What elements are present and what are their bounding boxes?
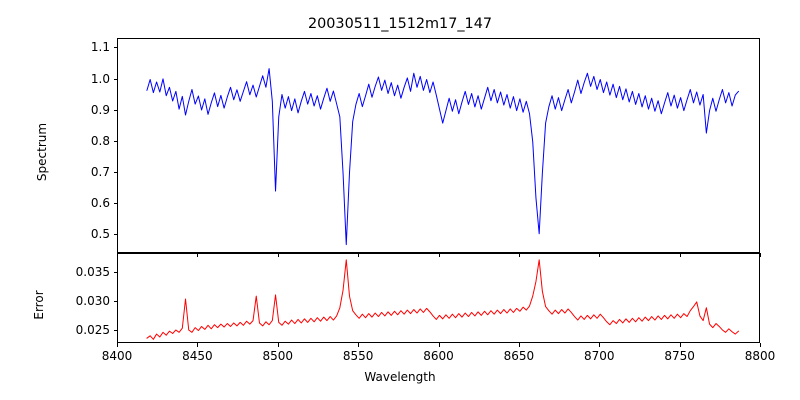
error-y-tickmark bbox=[113, 330, 117, 332]
spectrum-x-tickmark bbox=[438, 253, 440, 257]
error-x-tickmark bbox=[358, 343, 360, 347]
spectrum-y-tick-label: 0.8 bbox=[90, 133, 110, 148]
spectrum-y-tickmark bbox=[113, 171, 117, 173]
error-y-tick-label: 0.030 bbox=[75, 293, 110, 308]
spectrum-axes bbox=[117, 38, 760, 253]
spectrum-y-axis-label: Spectrum bbox=[35, 122, 49, 182]
figure-title: 20030511_1512m17_147 bbox=[307, 16, 493, 32]
error-y-axis-label: Error bbox=[32, 290, 46, 320]
error-y-tickmark bbox=[113, 271, 117, 273]
spectrum-x-tickmark bbox=[197, 253, 199, 257]
error-x-tickmark bbox=[760, 343, 761, 347]
spectrum-x-tickmark bbox=[277, 253, 279, 257]
error-plot-area bbox=[146, 259, 739, 340]
error-x-tick-label: 8500 bbox=[262, 349, 294, 363]
error-x-tick-label: 8700 bbox=[583, 349, 615, 363]
spectrum-y-tickmark bbox=[113, 78, 117, 80]
error-y-tickmark bbox=[113, 300, 117, 302]
x-axis-label: Wavelength bbox=[364, 370, 436, 384]
spectrum-x-tickmark bbox=[358, 253, 360, 257]
spectrum-x-tickmark bbox=[117, 253, 118, 257]
spectrum-y-tick-label: 1.1 bbox=[90, 40, 110, 55]
spectrum-y-tick-label: 0.5 bbox=[90, 227, 110, 242]
spectrum-plot-area bbox=[146, 68, 739, 246]
spectrum-y-tickmark bbox=[113, 203, 117, 205]
error-x-tick-label: 8600 bbox=[423, 349, 454, 363]
spectrum-y-tick-label: 0.7 bbox=[90, 164, 110, 179]
spectrum-y-tickmark bbox=[113, 109, 117, 111]
spectrum-data-line bbox=[146, 68, 739, 246]
error-axes bbox=[117, 253, 760, 343]
error-x-tick-label: 8650 bbox=[503, 349, 535, 363]
error-x-tick-label: 8400 bbox=[101, 349, 133, 363]
spectrum-y-tickmark bbox=[113, 47, 117, 49]
error-x-tickmark bbox=[599, 343, 601, 347]
error-y-tick-label: 0.035 bbox=[75, 264, 110, 279]
spectrum-x-tickmark bbox=[760, 253, 761, 257]
error-x-tickmark bbox=[277, 343, 279, 347]
error-x-tickmark bbox=[679, 343, 681, 347]
spectrum-x-tickmark bbox=[518, 253, 520, 257]
error-x-tick-label: 8450 bbox=[182, 349, 213, 363]
spectrum-y-tick-label: 0.6 bbox=[90, 196, 110, 211]
error-x-tickmark bbox=[518, 343, 520, 347]
spectrum-y-tickmark bbox=[113, 140, 117, 142]
error-x-tick-label: 8800 bbox=[744, 349, 776, 363]
spectrum-y-tick-label: 1.0 bbox=[90, 71, 110, 86]
error-x-tickmark bbox=[438, 343, 440, 347]
error-x-tickmark bbox=[117, 343, 118, 347]
error-x-tick-label: 8550 bbox=[342, 349, 374, 363]
spectrum-y-tick-label: 0.9 bbox=[90, 102, 110, 117]
error-data-line bbox=[146, 259, 739, 340]
error-x-tickmark bbox=[197, 343, 199, 347]
spectrum-y-tickmark bbox=[113, 234, 117, 236]
spectrum-x-tickmark bbox=[599, 253, 601, 257]
error-y-tick-label: 0.025 bbox=[75, 323, 110, 338]
spectrum-x-tickmark bbox=[679, 253, 681, 257]
error-x-tick-label: 8750 bbox=[664, 349, 695, 363]
